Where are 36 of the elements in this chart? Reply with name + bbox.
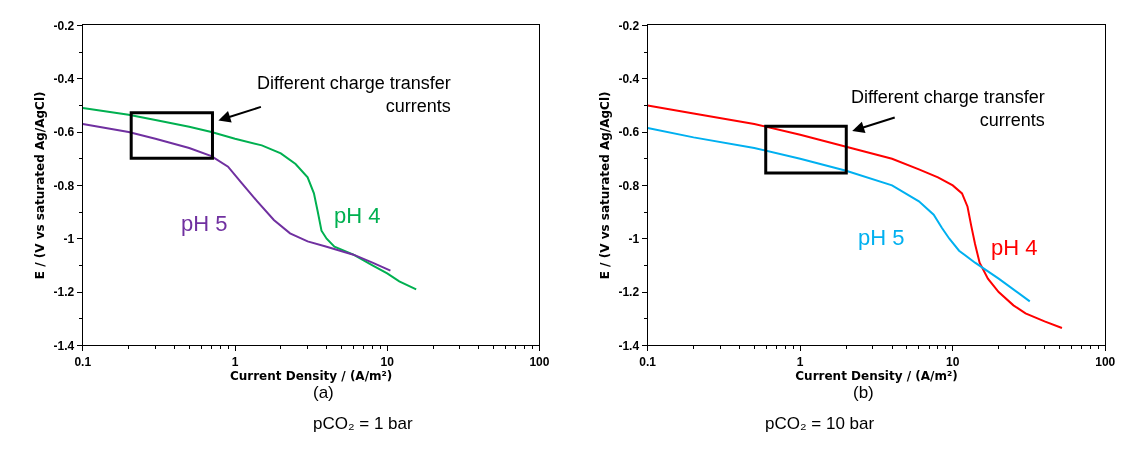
x-tick-label: 10 <box>380 354 395 369</box>
x-tick-label: 1 <box>231 354 239 369</box>
y-tick-label: -0.4 <box>53 71 75 86</box>
annotation: Different charge transfer currents <box>257 73 451 117</box>
series-label: pH 5 <box>858 225 905 250</box>
text: (a) <box>313 383 334 402</box>
text: pCO₂ = 10 bar <box>765 414 875 433</box>
series-label: pH 4 <box>334 203 381 228</box>
y-tick-label: -1 <box>628 231 640 246</box>
x-tick-label: 1 <box>796 354 804 369</box>
y-tick-label: -0.8 <box>53 178 75 193</box>
y-tick-label: -0.2 <box>618 18 640 33</box>
x-tick-label: 100 <box>1095 354 1116 369</box>
y-tick-label: -0.2 <box>53 18 75 33</box>
series-label: pH 4 <box>991 235 1038 260</box>
text: pCO₂ = 1 bar <box>313 414 414 433</box>
y-tick-label: -1.2 <box>618 285 640 300</box>
y-tick-label: -1 <box>63 231 75 246</box>
y-tick-label: -1.4 <box>53 338 75 353</box>
y-tick-label: -0.6 <box>618 125 640 140</box>
x-axis-title: Current Density / (A/m²) <box>229 368 393 383</box>
x-tick-label: 100 <box>529 354 550 369</box>
y-tick-label: -0.6 <box>53 125 75 140</box>
x-tick-label: 0.1 <box>639 354 657 369</box>
x-tick-label: 10 <box>946 354 960 369</box>
y-axis-title: E / (V vs saturated Ag/AgCl) <box>32 91 47 280</box>
y-axis-title: E / (V vs saturated Ag/AgCl) <box>597 91 612 280</box>
annotation: Different charge transfer currents <box>851 87 1045 131</box>
series-label: pH 5 <box>181 211 228 236</box>
x-tick-label: 0.1 <box>74 354 92 369</box>
y-tick-label: -0.4 <box>618 71 640 86</box>
x-axis-title: Current Density / (A/m²) <box>795 368 958 383</box>
y-tick-label: -1.2 <box>53 285 75 300</box>
y-tick-label: -0.8 <box>618 178 640 193</box>
text: (b) <box>853 383 874 402</box>
y-tick-label: -1.4 <box>618 338 640 353</box>
